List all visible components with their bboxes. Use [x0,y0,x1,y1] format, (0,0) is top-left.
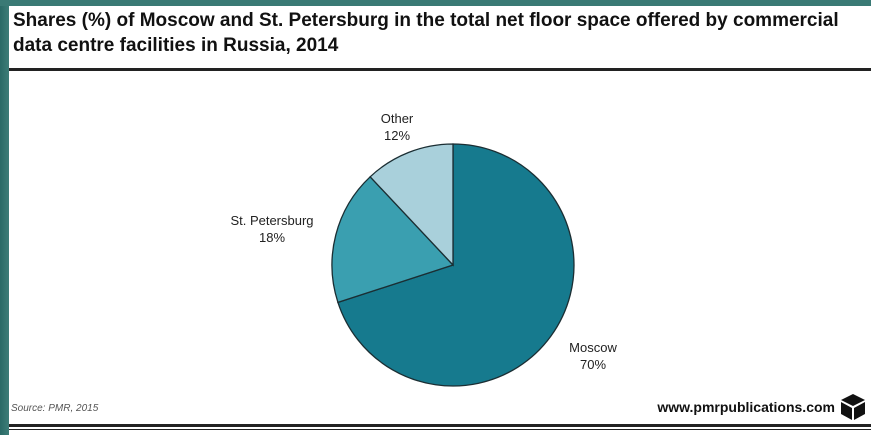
pie-labels: Moscow 70% St. Petersburg 18% Other 12% [230,111,617,372]
source-note: Source: PMR, 2015 [11,403,99,414]
pie-slice-st-petersburg [331,175,455,304]
title-divider [9,68,871,71]
slide-frame-left [0,0,9,435]
slice-label-moscow: Moscow [569,340,617,355]
slice-value-moscow: 70% [580,357,606,372]
slide-frame-top [0,0,871,6]
slice-label-st-petersburg: St. Petersburg [230,213,313,228]
chart-title: Shares (%) of Moscow and St. Petersburg … [13,10,839,56]
slice-value-other: 12% [384,128,410,143]
slice-value-st-petersburg: 18% [259,230,285,245]
pie-slice-other [369,143,454,267]
footer-divider-thin [9,429,871,430]
cube-logo-icon [841,394,865,420]
chart-slide: Shares (%) of Moscow and St. Petersburg … [9,6,871,435]
pie-chart: Moscow 70% St. Petersburg 18% Other 12% [230,111,617,387]
slice-label-other: Other [381,111,414,126]
footer-divider [9,424,871,427]
pie-slices [331,143,575,387]
pie-slice-moscow [337,143,575,387]
publisher-website: www.pmrpublications.com [657,399,835,415]
